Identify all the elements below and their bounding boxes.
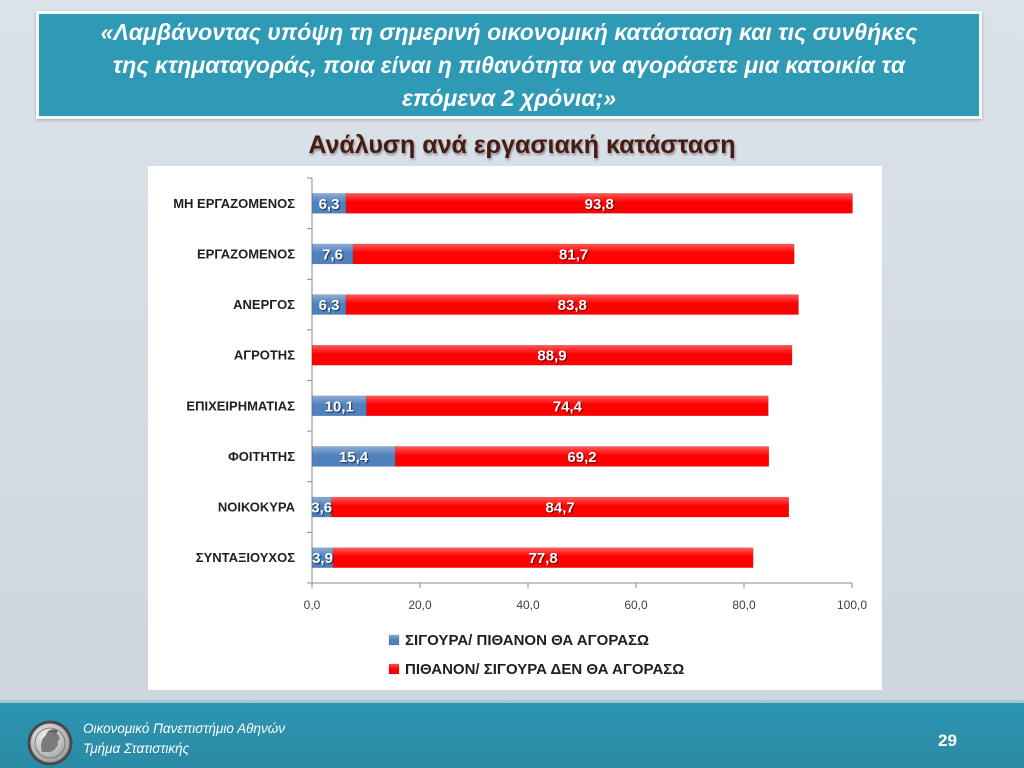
legend-swatch (388, 634, 400, 646)
department-name: Τμήμα Στατιστικής (83, 741, 190, 756)
data-label: 7,6 (322, 246, 343, 263)
category-label: ΑΓΡΟΤΗΣ (234, 348, 295, 363)
page-number: 29 (938, 731, 957, 750)
footer-credits: Οικονομικό Πανεπιστήμιο Αθηνών Τμήμα Στα… (83, 719, 285, 759)
data-label: 69,2 (567, 449, 596, 466)
legend-label: ΣΙΓΟΥΡΑ/ ΠΙΘΑΝΟΝ ΘΑ ΑΓΟΡΑΣΩ (405, 632, 649, 649)
data-label: 6,3 (319, 297, 340, 314)
bar-segment (331, 496, 790, 518)
data-label: 6,3 (319, 196, 340, 213)
data-label: 74,4 (553, 398, 583, 415)
institution-name: Οικονομικό Πανεπιστήμιο Αθηνών (83, 721, 285, 736)
bar-segment (332, 547, 754, 568)
stacked-bar-chart: 0,0 20,0 40,0 60,0 80,0 100,0 ΜΗ ΕΡΓΑΖΟΜΕΝΟΣ ΕΡ… (173, 177, 867, 678)
x-tick-label: 20,0 (408, 598, 432, 612)
x-tick-label: 60,0 (624, 598, 648, 612)
category-label: ΕΠΙΧΕΙΡΗΜΑΤΙΑΣ (186, 398, 295, 413)
x-tick-label: 100,0 (837, 598, 867, 612)
chart-legend: ΣΙΓΟΥΡΑ/ ΠΙΘΑΝΟΝ ΘΑ ΑΓΟΡΑΣΩ ΠΙΘΑΝΟΝ/ ΣΙΓΟ… (388, 632, 684, 678)
legend-label: ΠΙΘΑΝΟΝ/ ΣΙΓΟΥΡΑ ΔΕΝ ΘΑ ΑΓΟΡΑΣΩ (405, 661, 684, 678)
data-label: 84,7 (546, 500, 575, 517)
x-tick-label: 80,0 (732, 598, 756, 612)
bar-segment (366, 395, 769, 417)
x-tick-label: 40,0 (516, 598, 540, 612)
data-label: 3,6 (311, 500, 332, 517)
bar-segment (394, 446, 770, 467)
category-label: ΝΟΙΚΟΚΥΡΑ (218, 500, 296, 515)
chart-bars (311, 193, 853, 568)
category-label: ΑΝΕΡΓΟΣ (233, 297, 295, 312)
data-label: 83,8 (558, 297, 587, 314)
data-label: 10,1 (325, 398, 354, 415)
question-line: «Λαμβάνοντας υπόψη τη σημερινή οικονομικ… (100, 18, 918, 45)
university-seal-icon (27, 720, 73, 766)
category-label: ΜΗ ΕΡΓΑΖΟΜΕΝΟΣ (173, 196, 295, 211)
question-line: της κτηματαγοράς, ποια είναι η πιθανότητ… (112, 51, 906, 78)
chart-axes: 0,0 20,0 40,0 60,0 80,0 100,0 ΜΗ ΕΡΓΑΖΟΜΕΝΟΣ ΕΡ… (173, 177, 867, 612)
x-tick-label: 0,0 (304, 598, 321, 612)
category-label: ΣΥΝΤΑΞΙΟΥΧΟΣ (196, 550, 295, 565)
data-label: 81,7 (559, 246, 588, 263)
bar-segment (352, 243, 795, 265)
chart-panel: 0,0 20,0 40,0 60,0 80,0 100,0 ΜΗ ΕΡΓΑΖΟΜΕΝΟΣ ΕΡ… (148, 166, 882, 690)
category-label: ΕΡΓΑΖΟΜΕΝΟΣ (197, 246, 295, 261)
data-label: 77,8 (529, 550, 558, 567)
category-label: ΦΟΙΤΗΤΗΣ (228, 449, 295, 464)
data-label: 15,4 (339, 449, 369, 466)
data-label: 88,9 (537, 348, 566, 365)
bar-segment (345, 193, 853, 214)
chart-title: Ανάλυση ανά εργασιακή κατάσταση (308, 131, 736, 159)
bar-segment (311, 344, 793, 366)
chart-data-labels: 6,3 93,8 7,6 81,7 6,3 83,8 88,9 10,1 74,4 15,4 69,… (311, 196, 614, 567)
question-banner: «Λαμβάνοντας υπόψη τη σημερινή οικονομικ… (36, 11, 982, 119)
footer-bar: Οικονομικό Πανεπιστήμιο Αθηνών Τμήμα Στα… (0, 700, 1024, 768)
legend-swatch (388, 663, 400, 675)
bar-segment (345, 294, 799, 315)
question-line: επόμενα 2 χρόνια;» (401, 84, 617, 111)
data-label: 3,9 (312, 550, 333, 567)
data-label: 93,8 (585, 196, 614, 213)
